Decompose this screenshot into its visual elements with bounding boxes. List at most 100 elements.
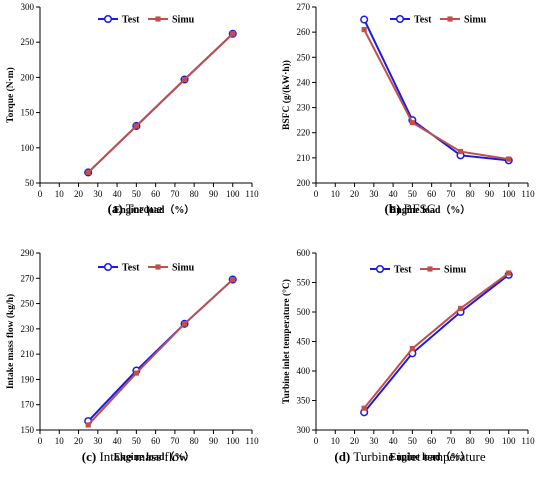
y-tick-label: 50 [25,178,35,188]
x-tick-label: 110 [245,189,259,199]
caption-text: Turbine inlet temperature [350,449,486,464]
data-point-simu [181,321,188,327]
y-tick-label: 550 [297,278,311,288]
x-tick-label: 0 [38,189,43,199]
y-tick-label: 250 [297,52,311,62]
x-tick-label: 60 [427,436,437,446]
y-tick-label: 250 [21,37,35,47]
x-tick-label: 40 [113,436,123,446]
data-point-simu [457,148,464,155]
x-tick-label: 90 [209,436,219,446]
legend-label-simu: Simu [172,15,195,26]
x-tick-label: 40 [389,436,399,446]
y-tick-label: 600 [297,248,311,258]
legend: Test Simu [98,263,195,274]
x-tick-label: 110 [521,189,535,199]
legend-marker-test [375,264,385,274]
x-tick-label: 50 [408,436,418,446]
caption-letter: (d) [334,449,350,464]
caption-letter: (a) [108,201,123,216]
x-tick-label: 110 [521,436,535,446]
legend-label-simu: Simu [172,263,195,274]
series-line-simu [363,272,510,409]
series-line-simu [87,33,234,174]
x-tick-label: 70 [446,436,456,446]
x-tick-label: 90 [209,189,219,199]
x-tick-label: 80 [466,189,476,199]
y-tick-label: 300 [297,425,311,435]
legend-label-test: Test [394,265,412,276]
y-tick-label: 150 [21,108,35,118]
x-tick-label: 100 [226,436,240,446]
data-point-simu [361,27,367,33]
legend: Test Simu [370,265,467,276]
series-line-test [363,274,510,413]
x-tick-label: 100 [502,436,516,446]
y-tick-label: 150 [21,425,35,435]
y-tick-label: 230 [297,103,311,113]
x-tick-label: 50 [132,436,142,446]
x-tick-label: 20 [74,436,84,446]
y-tick-label: 260 [297,27,311,37]
x-tick-label: 20 [350,189,360,199]
caption-text: Torque [123,201,163,216]
x-tick-label: 90 [485,189,495,199]
legend-label-simu: Simu [464,15,487,26]
chart-panel-4: 0 10 20 30 40 50 60 70 80 90 100 110 300 350 400 450 500… [281,248,535,464]
y-tick-label: 210 [297,153,311,163]
data-point-test [360,15,369,24]
x-tick-label: 40 [389,189,399,199]
y-tick-label: 300 [21,2,35,12]
legend-marker-test [395,14,405,24]
y-axis-label: Intake mass flow (kg/h) [5,294,16,389]
legend-label-test: Test [414,15,432,26]
y-tick-label: 100 [21,143,35,153]
x-tick-label: 70 [446,189,456,199]
y-tick-label: 240 [297,77,311,87]
data-point-simu [230,31,236,37]
caption-letter: (b) [385,201,401,216]
x-tick-label: 60 [151,189,161,199]
legend-marker-test [103,14,113,24]
legend-marker-simu [155,16,161,22]
x-axis-label: Engine load（%） [114,203,195,216]
y-tick-label: 190 [21,374,35,384]
data-point-simu [506,156,512,162]
x-axis-label: Engine load（%） [390,450,471,463]
series-line-simu [363,29,509,161]
x-tick-label: 20 [350,436,360,446]
chart-panel-1: 0 10 20 30 40 50 60 70 80 90 100 110 50 100 150 200 250 3… [5,2,259,216]
y-tick-label: 270 [297,2,311,12]
x-tick-label: 30 [369,189,379,199]
x-tick-label: 10 [331,189,341,199]
data-point-simu [133,370,139,376]
x-tick-label: 40 [113,189,123,199]
x-axis-label: Engine load（%） [114,450,195,463]
panel-caption: (c) Intake mass flow [82,449,189,464]
legend-marker-simu [447,16,453,22]
data-point-simu [361,405,367,411]
panel-caption: (b) BFSC [385,201,436,216]
x-tick-label: 0 [314,436,319,446]
x-tick-label: 10 [55,436,65,446]
x-tick-label: 10 [55,189,65,199]
x-tick-label: 70 [170,189,180,199]
y-tick-label: 270 [21,273,35,283]
data-point-simu [181,76,188,83]
x-tick-label: 60 [151,436,161,446]
y-tick-label: 350 [297,396,311,406]
x-tick-label: 30 [93,436,103,446]
panel-caption: (d) Turbine inlet temperature [334,449,486,464]
y-tick-label: 400 [297,366,311,376]
x-tick-label: 110 [245,436,259,446]
y-tick-label: 210 [21,349,35,359]
y-tick-label: 220 [297,128,311,138]
x-tick-label: 70 [170,436,180,446]
legend-label-test: Test [122,15,140,26]
series-line-test [363,19,509,162]
x-tick-label: 80 [190,189,200,199]
legend: Test Simu [390,15,487,26]
caption-text: Intake mass flow [96,449,189,464]
x-tick-label: 20 [74,189,84,199]
y-tick-label: 500 [297,307,311,317]
